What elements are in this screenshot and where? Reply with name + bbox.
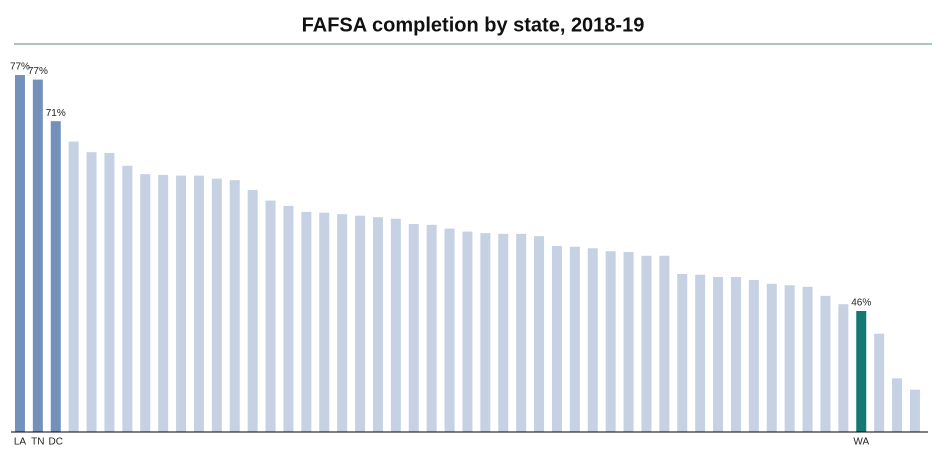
bar	[820, 295, 831, 432]
bar	[104, 152, 115, 432]
bar	[158, 174, 169, 432]
bar	[301, 211, 312, 432]
bar	[874, 333, 885, 432]
bar	[534, 236, 545, 432]
bar	[319, 212, 330, 432]
bar	[140, 174, 151, 432]
chart-title: FAFSA completion by state, 2018-19	[302, 14, 645, 36]
bar	[569, 246, 580, 432]
bar	[50, 121, 61, 433]
data-label: 46%	[851, 298, 871, 309]
bar	[265, 200, 276, 432]
bar	[748, 279, 759, 432]
bar	[784, 285, 795, 432]
bar	[909, 389, 920, 432]
bar	[587, 248, 598, 432]
x-tick-label: TN	[31, 437, 44, 448]
data-label: 77%	[10, 62, 30, 73]
bar	[211, 178, 222, 432]
bar	[713, 276, 724, 432]
bar	[498, 233, 509, 432]
x-tick-label: WA	[853, 437, 869, 448]
x-tick-label: DC	[49, 437, 63, 448]
bar	[695, 274, 706, 432]
bar	[838, 304, 849, 432]
x-tick-label: LA	[14, 437, 27, 448]
bar	[372, 217, 383, 432]
data-label: 77%	[28, 66, 48, 77]
bar	[337, 214, 348, 432]
bar	[355, 215, 366, 432]
bar	[551, 245, 562, 432]
bar	[802, 286, 813, 432]
data-label: 71%	[46, 108, 66, 119]
bar	[247, 190, 258, 432]
bar	[193, 175, 204, 432]
bar	[283, 205, 294, 432]
bar	[641, 255, 652, 432]
bar	[176, 175, 187, 432]
bar	[14, 75, 25, 433]
bar	[390, 218, 401, 432]
bar	[68, 141, 79, 432]
bar	[408, 224, 419, 432]
bar	[462, 231, 473, 432]
bar	[856, 311, 867, 432]
bar	[426, 224, 437, 432]
bar	[444, 228, 455, 432]
bar	[122, 165, 133, 433]
bar	[623, 252, 634, 432]
bar	[730, 276, 741, 432]
bar	[480, 233, 491, 432]
bar	[86, 152, 97, 432]
bar	[677, 273, 688, 432]
bar	[32, 79, 43, 433]
bar	[892, 378, 903, 432]
bar	[605, 251, 616, 432]
bar	[229, 180, 240, 432]
bar	[766, 283, 777, 432]
bar	[516, 233, 527, 432]
bar	[659, 255, 670, 432]
